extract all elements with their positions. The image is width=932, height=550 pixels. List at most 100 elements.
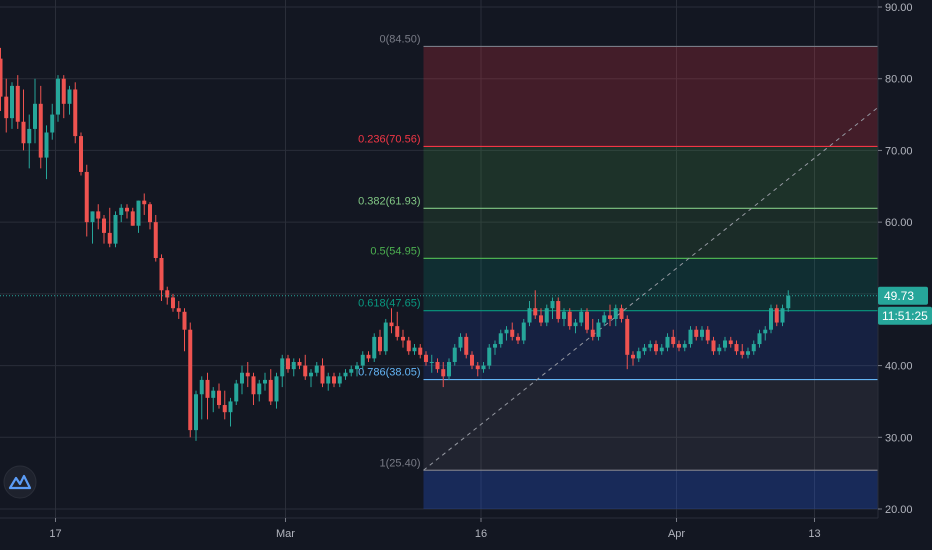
candle-body — [567, 311, 572, 327]
candle-body — [199, 379, 204, 395]
candle-body — [539, 315, 543, 323]
fib-band — [423, 258, 878, 311]
candle — [222, 390, 227, 420]
fib-level-label: 0.5(54.95) — [370, 245, 420, 257]
candle — [527, 301, 532, 327]
candle — [596, 318, 601, 341]
candle — [349, 365, 354, 377]
candle — [234, 379, 239, 406]
candle-body — [746, 351, 750, 355]
x-tick-label: Apr — [668, 528, 685, 540]
last-price-text: 49.73 — [884, 289, 914, 303]
candle-body — [119, 207, 124, 215]
candle-body — [188, 329, 193, 431]
candle — [774, 304, 779, 327]
candle — [682, 340, 687, 352]
y-tick-label: 60.00 — [885, 217, 913, 229]
candle-body — [769, 308, 773, 330]
candle-body — [717, 347, 722, 352]
candle — [165, 286, 170, 305]
candle-body — [343, 372, 348, 377]
candle — [67, 85, 72, 115]
candle — [320, 358, 325, 388]
candle — [136, 200, 141, 233]
candle — [337, 372, 342, 388]
candle-body — [194, 394, 198, 431]
candle-body — [378, 336, 382, 352]
y-tick-label: 90.00 — [885, 2, 913, 14]
fib-level-label: 1(25.40) — [380, 457, 421, 469]
candle-body — [38, 103, 43, 158]
candle — [378, 329, 382, 355]
candle-body — [355, 365, 359, 370]
candle — [343, 369, 348, 380]
candle-body — [682, 344, 687, 348]
candle-body — [274, 376, 279, 402]
candle-body — [711, 340, 716, 352]
candle — [464, 333, 469, 359]
candle — [498, 329, 503, 348]
fib-band — [423, 379, 878, 471]
candle-body — [21, 121, 26, 144]
candle — [533, 290, 538, 319]
candle — [700, 326, 704, 341]
candle-body — [176, 308, 181, 312]
candle-body — [303, 365, 308, 377]
candle-body — [734, 344, 739, 352]
candle — [372, 333, 377, 362]
candle-body — [44, 132, 49, 158]
candle — [274, 372, 279, 409]
candle — [303, 354, 308, 380]
candle — [38, 85, 43, 169]
candle-body — [251, 376, 256, 395]
candle-body — [205, 379, 210, 398]
candle-body — [631, 354, 635, 359]
candle-body — [723, 340, 727, 348]
price-badges: 49.73 11:51:25 — [878, 286, 932, 325]
candle-body — [257, 383, 262, 395]
candle — [44, 125, 49, 180]
candle — [314, 361, 319, 377]
candle — [728, 336, 733, 348]
candle-body — [309, 372, 313, 377]
candle-body — [648, 344, 653, 348]
candle — [769, 304, 773, 334]
candle-body — [544, 308, 549, 323]
fib-band — [423, 208, 878, 259]
candle-body — [73, 89, 78, 137]
fib-band — [423, 470, 878, 509]
candle-body — [240, 372, 244, 384]
candle-body — [677, 344, 681, 348]
candle-body — [366, 354, 371, 359]
candle — [153, 214, 158, 262]
candle — [360, 351, 365, 370]
candle — [556, 297, 561, 323]
fib-trend-line — [423, 107, 879, 471]
candle-body — [263, 379, 267, 384]
candle-body — [665, 336, 670, 348]
candle — [619, 304, 624, 323]
candle — [447, 358, 451, 380]
candle — [780, 304, 785, 327]
tradingview-logo-icon[interactable] — [3, 465, 37, 499]
candle — [188, 322, 193, 438]
candle-body — [326, 376, 331, 384]
candle-body — [516, 336, 520, 341]
candle — [389, 308, 394, 334]
candle-body — [688, 329, 693, 345]
candle — [659, 344, 664, 355]
candle-body — [619, 308, 624, 319]
candle-body — [527, 308, 532, 323]
fib-band — [423, 46, 878, 147]
candle — [107, 207, 112, 248]
candle-body — [165, 290, 170, 298]
candle — [148, 202, 152, 230]
candle — [487, 344, 492, 370]
candle — [521, 318, 526, 345]
candle-body — [763, 329, 768, 334]
candle-body — [234, 383, 239, 402]
candle — [481, 361, 486, 373]
candle-body — [268, 379, 273, 402]
